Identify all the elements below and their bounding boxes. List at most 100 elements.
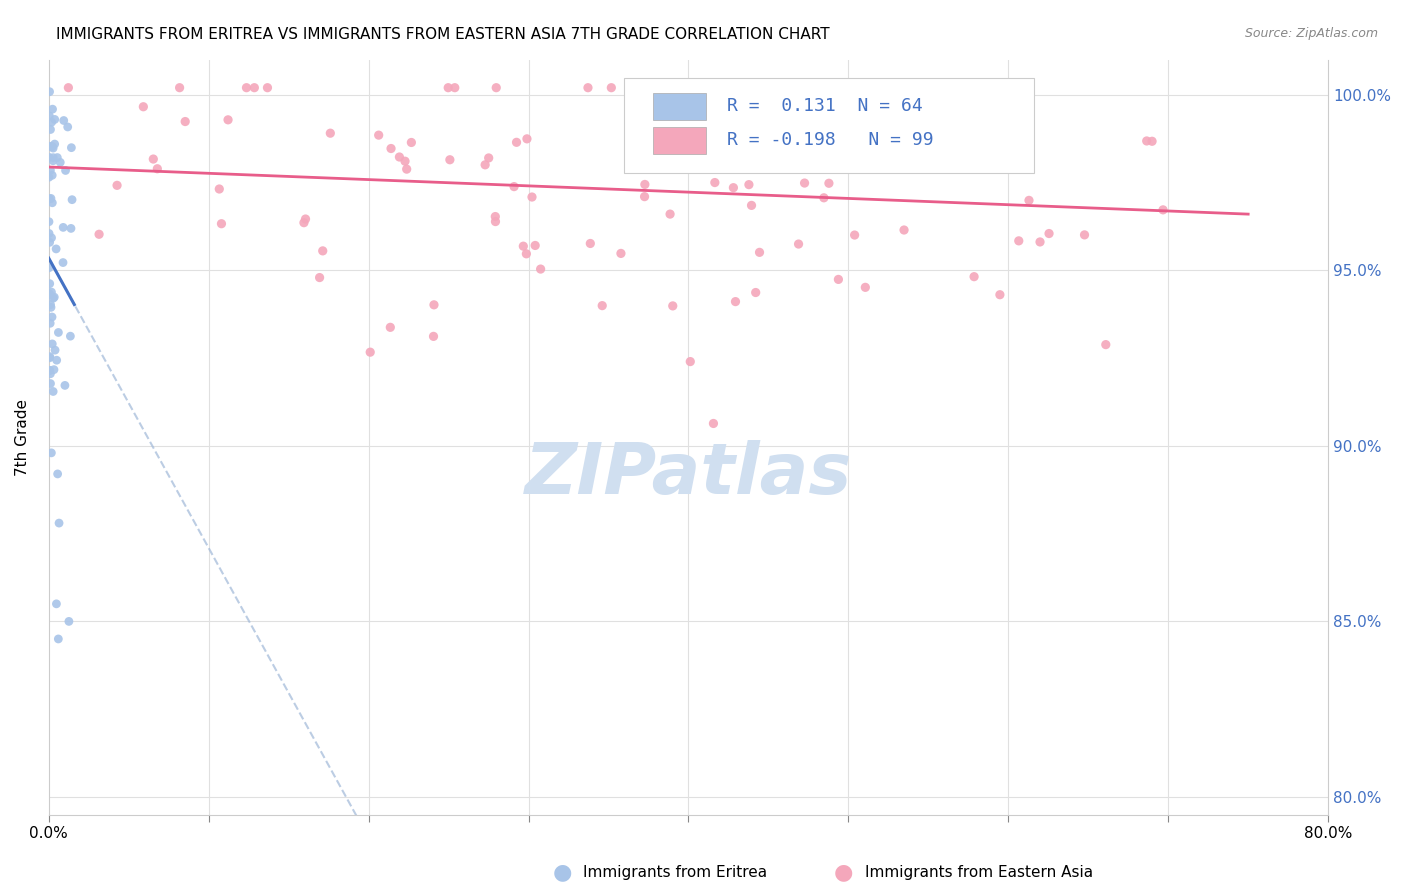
Point bbox=[1136, 134, 1159, 148]
Point bbox=[38, 170, 60, 185]
Point bbox=[695, 91, 717, 105]
Point bbox=[981, 80, 1004, 95]
Point bbox=[46, 632, 69, 646]
Point bbox=[41, 446, 63, 460]
Point bbox=[849, 112, 872, 127]
Point bbox=[38, 351, 60, 365]
Point bbox=[813, 133, 835, 147]
Point bbox=[988, 287, 1011, 301]
Point bbox=[485, 80, 508, 95]
Point bbox=[41, 310, 63, 324]
Point bbox=[659, 207, 682, 221]
Point bbox=[42, 153, 65, 168]
Point bbox=[422, 329, 444, 343]
Point bbox=[980, 80, 1002, 95]
Point bbox=[38, 85, 60, 99]
Point bbox=[484, 214, 506, 228]
Point bbox=[380, 141, 402, 155]
Point bbox=[844, 227, 866, 242]
Point bbox=[1140, 134, 1163, 148]
Point bbox=[818, 176, 841, 190]
Point bbox=[211, 217, 233, 231]
Point bbox=[58, 80, 80, 95]
Point bbox=[503, 179, 526, 194]
Point bbox=[633, 189, 655, 203]
Point bbox=[1029, 235, 1052, 249]
Point bbox=[41, 285, 63, 299]
Point bbox=[45, 597, 67, 611]
Point bbox=[217, 112, 239, 127]
Point bbox=[359, 345, 381, 359]
Point bbox=[39, 163, 62, 178]
Point bbox=[46, 467, 69, 481]
Point bbox=[439, 153, 461, 167]
Point bbox=[610, 246, 633, 260]
Point bbox=[512, 239, 534, 253]
Point bbox=[53, 378, 76, 392]
Point bbox=[142, 152, 165, 166]
Point bbox=[579, 236, 602, 251]
Point bbox=[42, 151, 65, 165]
Point bbox=[865, 108, 887, 122]
Point bbox=[55, 163, 77, 178]
Point bbox=[39, 367, 62, 381]
Point bbox=[39, 122, 62, 136]
Point bbox=[787, 237, 810, 252]
Point bbox=[41, 115, 63, 129]
Point bbox=[41, 169, 63, 183]
Point bbox=[42, 141, 65, 155]
Point bbox=[793, 176, 815, 190]
Point bbox=[42, 362, 65, 376]
Point bbox=[38, 350, 60, 364]
Point bbox=[243, 80, 266, 95]
Point bbox=[1018, 194, 1040, 208]
Text: ●: ● bbox=[553, 863, 572, 882]
Point bbox=[60, 193, 83, 207]
Point bbox=[443, 80, 465, 95]
Point bbox=[800, 80, 823, 95]
Point bbox=[437, 80, 460, 95]
Point bbox=[520, 190, 543, 204]
Point bbox=[748, 245, 770, 260]
Point bbox=[515, 247, 537, 261]
Point bbox=[591, 299, 613, 313]
Point bbox=[738, 178, 761, 192]
Point bbox=[39, 376, 62, 391]
Point bbox=[661, 299, 683, 313]
Point bbox=[848, 80, 870, 95]
Point bbox=[827, 272, 849, 286]
Text: Immigrants from Eastern Asia: Immigrants from Eastern Asia bbox=[865, 865, 1092, 880]
Point bbox=[235, 80, 257, 95]
Point bbox=[44, 343, 66, 358]
Point bbox=[42, 291, 65, 305]
Point bbox=[38, 139, 60, 153]
Point bbox=[52, 220, 75, 235]
Point bbox=[52, 113, 75, 128]
FancyBboxPatch shape bbox=[652, 93, 706, 120]
Point bbox=[44, 112, 66, 127]
Point bbox=[401, 136, 423, 150]
Point bbox=[44, 290, 66, 304]
Point bbox=[208, 182, 231, 196]
Point bbox=[813, 191, 835, 205]
Text: R =  0.131  N = 64: R = 0.131 N = 64 bbox=[727, 97, 922, 115]
Point bbox=[44, 137, 66, 152]
Point bbox=[724, 294, 747, 309]
Point bbox=[804, 153, 827, 167]
Point bbox=[380, 320, 402, 334]
Point bbox=[38, 150, 60, 164]
Point bbox=[38, 192, 60, 206]
Point bbox=[146, 161, 169, 176]
Point bbox=[516, 132, 538, 146]
Text: ●: ● bbox=[834, 863, 853, 882]
Point bbox=[478, 151, 501, 165]
Point bbox=[423, 298, 446, 312]
Point bbox=[484, 210, 506, 224]
Point bbox=[1094, 337, 1116, 351]
Point bbox=[48, 516, 70, 530]
Point bbox=[817, 80, 839, 95]
Point bbox=[41, 337, 63, 351]
Point bbox=[1038, 227, 1060, 241]
Y-axis label: 7th Grade: 7th Grade bbox=[15, 399, 30, 475]
Text: Immigrants from Eritrea: Immigrants from Eritrea bbox=[583, 865, 768, 880]
